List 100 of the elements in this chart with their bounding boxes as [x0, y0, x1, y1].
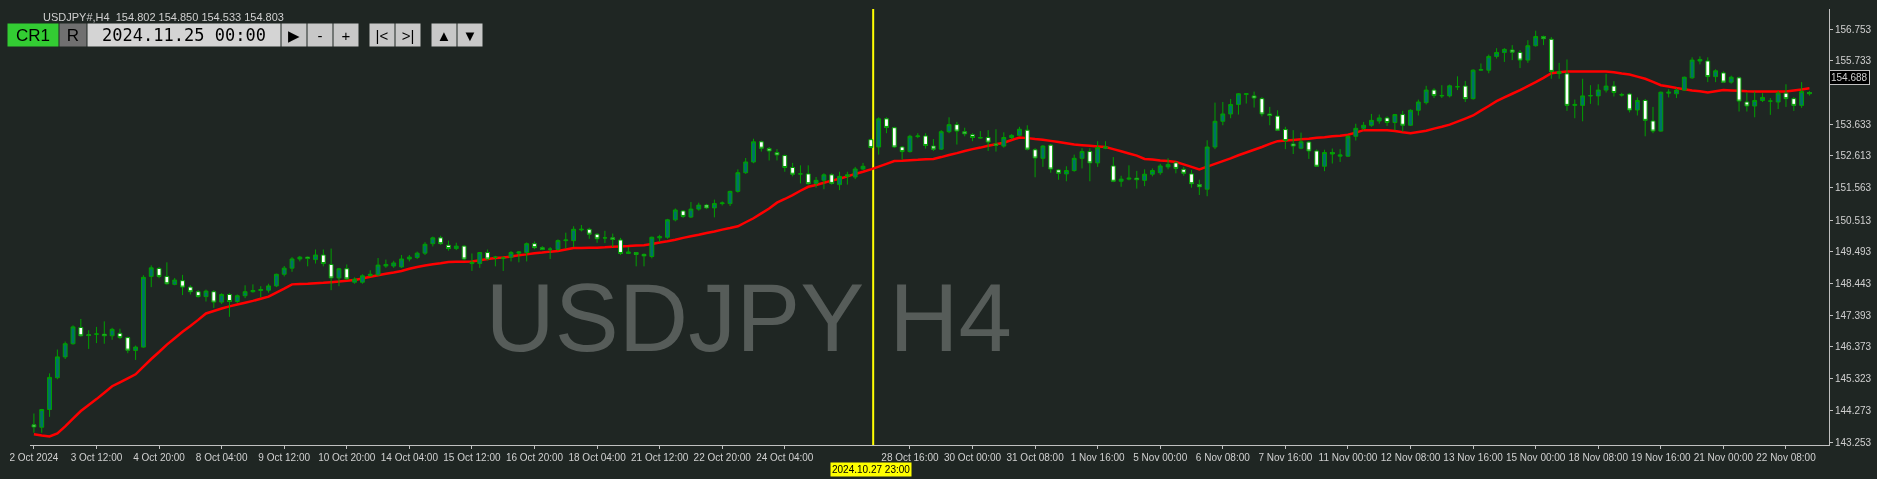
y-tick-label: 152.613 — [1835, 150, 1872, 162]
candlestick — [180, 274, 185, 296]
x-tick-label: 8 Oct 04:00 — [195, 452, 248, 463]
candlestick — [813, 176, 819, 189]
x-tick-label: 13 Nov 16:00 — [1443, 452, 1504, 463]
candlestick — [805, 164, 811, 186]
x-tick-label: 22 Oct 20:00 — [693, 452, 752, 463]
x-tick-label: 21 Oct 12:00 — [631, 452, 689, 463]
x-tick-label: 18 Oct 04:00 — [568, 452, 627, 463]
candlestick — [891, 126, 897, 149]
y-tick-label: 156.753 — [1835, 23, 1872, 35]
candlestick — [1807, 90, 1812, 97]
candlestick — [625, 246, 631, 255]
candlestick — [1431, 87, 1437, 99]
candlestick — [672, 207, 678, 222]
candlestick — [821, 172, 827, 190]
candlestick — [1063, 165, 1069, 182]
candlestick — [1040, 144, 1046, 168]
y-tick-label: 150.513 — [1835, 214, 1872, 226]
y-tick-label: 147.393 — [1835, 309, 1872, 321]
candlestick — [227, 292, 232, 318]
candlestick — [1494, 47, 1499, 60]
candlestick — [1517, 49, 1523, 69]
candlestick — [743, 157, 749, 175]
candlestick — [1728, 75, 1734, 85]
y-tick-label: 143.253 — [1835, 436, 1872, 448]
candlestick — [1314, 148, 1320, 168]
candlestick — [704, 203, 709, 210]
candlestick — [1556, 62, 1562, 80]
candlestick — [571, 225, 577, 248]
candlestick — [1189, 169, 1194, 189]
candlestick — [1282, 126, 1288, 150]
candlestick — [993, 128, 999, 153]
candlestick — [1791, 96, 1797, 112]
candlestick — [1525, 39, 1531, 64]
x-tick-label: 1 Nov 16:00 — [1070, 452, 1126, 463]
candlestick — [172, 277, 178, 286]
candlestick — [1400, 110, 1406, 133]
candlestick — [539, 245, 545, 251]
candlestick — [1720, 70, 1726, 84]
candlestick — [1689, 56, 1695, 80]
candlestick — [563, 232, 569, 250]
candlestick — [547, 246, 553, 260]
candlestick — [962, 127, 968, 137]
candlestick — [297, 255, 303, 262]
candlestick — [485, 248, 490, 261]
candlestick — [579, 224, 584, 232]
candlestick — [1337, 148, 1343, 163]
chart-title: USDJPY#,H4 154.802 154.850 154.533 154.803 — [43, 11, 284, 23]
candlestick — [1580, 78, 1586, 122]
x-tick-label: 7 Nov 16:00 — [1258, 452, 1313, 463]
candlestick — [273, 273, 279, 288]
candlestick — [719, 200, 725, 206]
candlestick — [1087, 147, 1093, 182]
candlestick — [844, 171, 850, 186]
candlestick — [1705, 56, 1711, 83]
candlestick — [1697, 55, 1703, 65]
candlestick — [281, 265, 287, 277]
candlestick — [430, 236, 436, 247]
candlestick — [1627, 92, 1632, 113]
candlestick — [1783, 83, 1789, 108]
candlestick — [1361, 121, 1367, 131]
candlestick — [1799, 81, 1805, 109]
candlestick — [1212, 102, 1218, 150]
candlestick — [1642, 98, 1648, 137]
candlestick — [234, 293, 240, 304]
annotation: ▲ — [436, 26, 452, 44]
candlestick — [1455, 75, 1460, 91]
y-tick-label: 145.323 — [1835, 373, 1872, 385]
candlestick — [477, 251, 483, 269]
candlestick — [1345, 134, 1351, 158]
annotation: + — [341, 26, 351, 44]
y-tick-label: 144.273 — [1835, 405, 1872, 417]
candlestick — [1134, 170, 1140, 190]
annotation: >| — [401, 26, 415, 44]
candlestick — [1666, 88, 1672, 98]
annotation: 2024.11.25 00:00 — [102, 25, 266, 45]
candlestick — [422, 241, 428, 256]
candlestick — [1603, 73, 1609, 94]
candlestick — [727, 190, 733, 207]
y-tick-label: 155.733 — [1835, 54, 1872, 66]
y-tick-label: 153.633 — [1835, 119, 1872, 131]
candlestick — [242, 284, 248, 299]
candlestick — [1228, 98, 1234, 119]
candlestick — [970, 132, 975, 142]
candlestick — [1259, 96, 1265, 117]
candlestick — [1103, 140, 1108, 150]
candlestick — [735, 168, 741, 194]
candlestick — [508, 250, 514, 262]
candlestick — [453, 242, 459, 251]
annotation: R — [66, 25, 80, 45]
annotation: ▼ — [462, 26, 478, 44]
candlestick — [649, 236, 655, 259]
candlestick — [1329, 148, 1335, 165]
candlestick — [1322, 149, 1327, 172]
candlestick — [688, 201, 694, 219]
candlestick — [1713, 68, 1718, 83]
candlestick — [884, 116, 889, 134]
candlestick — [1619, 92, 1625, 98]
candlestick — [1275, 109, 1280, 132]
